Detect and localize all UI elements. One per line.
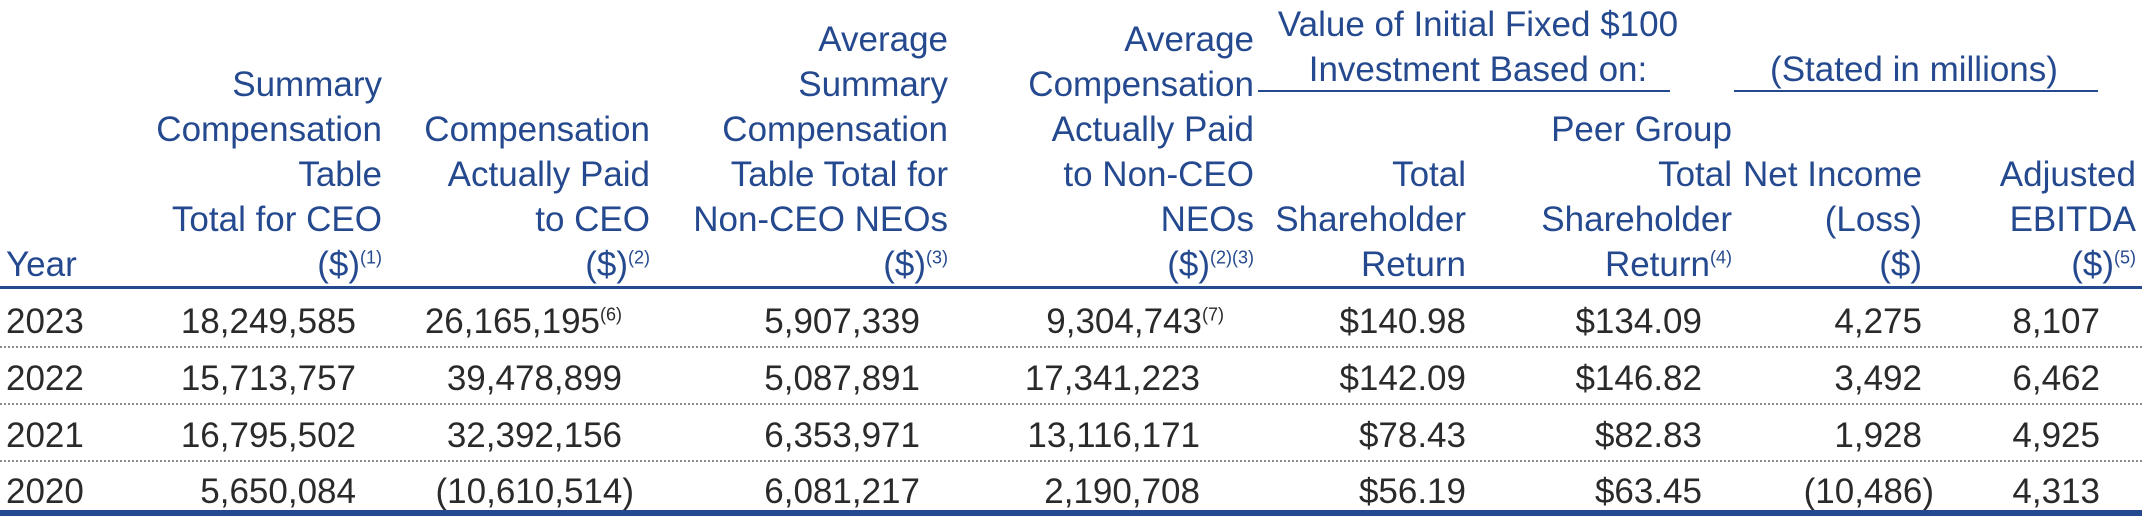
- cell-cap-ceo: 26,165,195(6): [424, 302, 622, 341]
- cell-sct-ceo: 5,650,084: [200, 472, 356, 511]
- column-header-avg-cap: Average Compensation Actually Paid to No…: [1028, 20, 1254, 284]
- column-header-tsr: Total Shareholder Return: [1275, 155, 1466, 284]
- cell-year: 2023: [6, 302, 84, 341]
- cell-avg-cap: 17,341,223: [1024, 359, 1200, 398]
- cell-peer-tsr: $63.45: [1594, 472, 1702, 511]
- cell-ebitda: 4,925: [2012, 416, 2100, 455]
- group-header-investment: Value of Initial Fixed $100 Investment B…: [1277, 5, 1679, 89]
- column-header-avg-sct: Average Summary Compensation Table Total…: [693, 20, 948, 284]
- cell-cap-ceo: (10,610,514): [435, 472, 634, 511]
- cell-net-income: 1,928: [1834, 416, 1922, 455]
- cell-tsr: $140.98: [1339, 302, 1466, 341]
- group-underline-investment: [1258, 90, 1670, 92]
- cell-avg-sct: 6,081,217: [764, 472, 920, 511]
- column-header-sct-ceo: Summary Compensation Table Total for CEO…: [156, 65, 382, 284]
- cell-ebitda: 6,462: [2012, 359, 2100, 398]
- table-row: 2023 18,249,585 26,165,195(6) 5,907,339 …: [0, 292, 2142, 348]
- cell-net-income: 3,492: [1834, 359, 1922, 398]
- cell-ebitda: 8,107: [2012, 302, 2100, 341]
- cell-sct-ceo: 18,249,585: [180, 302, 356, 341]
- table-row: 2020 5,650,084 (10,610,514) 6,081,217 2,…: [0, 462, 2142, 518]
- cell-net-income: 4,275: [1834, 302, 1922, 341]
- cell-peer-tsr: $146.82: [1575, 359, 1702, 398]
- table-row: 2021 16,795,502 32,392,156 6,353,971 13,…: [0, 406, 2142, 462]
- column-header-cap-ceo: Compensation Actually Paid to CEO ($)(2): [424, 110, 650, 284]
- cell-tsr: $142.09: [1339, 359, 1466, 398]
- cell-year: 2020: [6, 472, 84, 511]
- cell-peer-tsr: $134.09: [1575, 302, 1702, 341]
- cell-avg-sct: 5,907,339: [764, 302, 920, 341]
- column-header-peer-tsr: Peer Group Total Shareholder Return(4): [1541, 110, 1732, 284]
- bottom-rule: [0, 510, 2142, 516]
- column-header-ebitda: Adjusted EBITDA ($)(5): [1999, 155, 2136, 284]
- header-rule: [0, 286, 2142, 289]
- cell-net-income: (10,486): [1803, 472, 1934, 511]
- group-header-millions: (Stated in millions): [1770, 50, 2058, 89]
- cell-avg-sct: 6,353,971: [764, 416, 920, 455]
- cell-cap-ceo: 32,392,156: [446, 416, 622, 455]
- cell-year: 2022: [6, 359, 84, 398]
- cell-peer-tsr: $82.83: [1594, 416, 1702, 455]
- cell-tsr: $56.19: [1358, 472, 1466, 511]
- cell-cap-ceo: 39,478,899: [446, 359, 622, 398]
- cell-sct-ceo: 16,795,502: [180, 416, 356, 455]
- cell-avg-cap: 13,116,171: [1027, 416, 1200, 455]
- cell-sct-ceo: 15,713,757: [180, 359, 356, 398]
- group-underline-millions: [1734, 90, 2098, 92]
- cell-tsr: $78.43: [1358, 416, 1466, 455]
- column-header-net-income: Net Income (Loss) ($): [1743, 155, 1922, 284]
- cell-avg-cap: 9,304,743(7): [1046, 302, 1224, 341]
- cell-ebitda: 4,313: [2012, 472, 2100, 511]
- cell-year: 2021: [6, 416, 84, 455]
- column-header-year: Year: [6, 245, 77, 284]
- cell-avg-cap: 2,190,708: [1044, 472, 1200, 511]
- table-row: 2022 15,713,757 39,478,899 5,087,891 17,…: [0, 349, 2142, 405]
- cell-avg-sct: 5,087,891: [764, 359, 920, 398]
